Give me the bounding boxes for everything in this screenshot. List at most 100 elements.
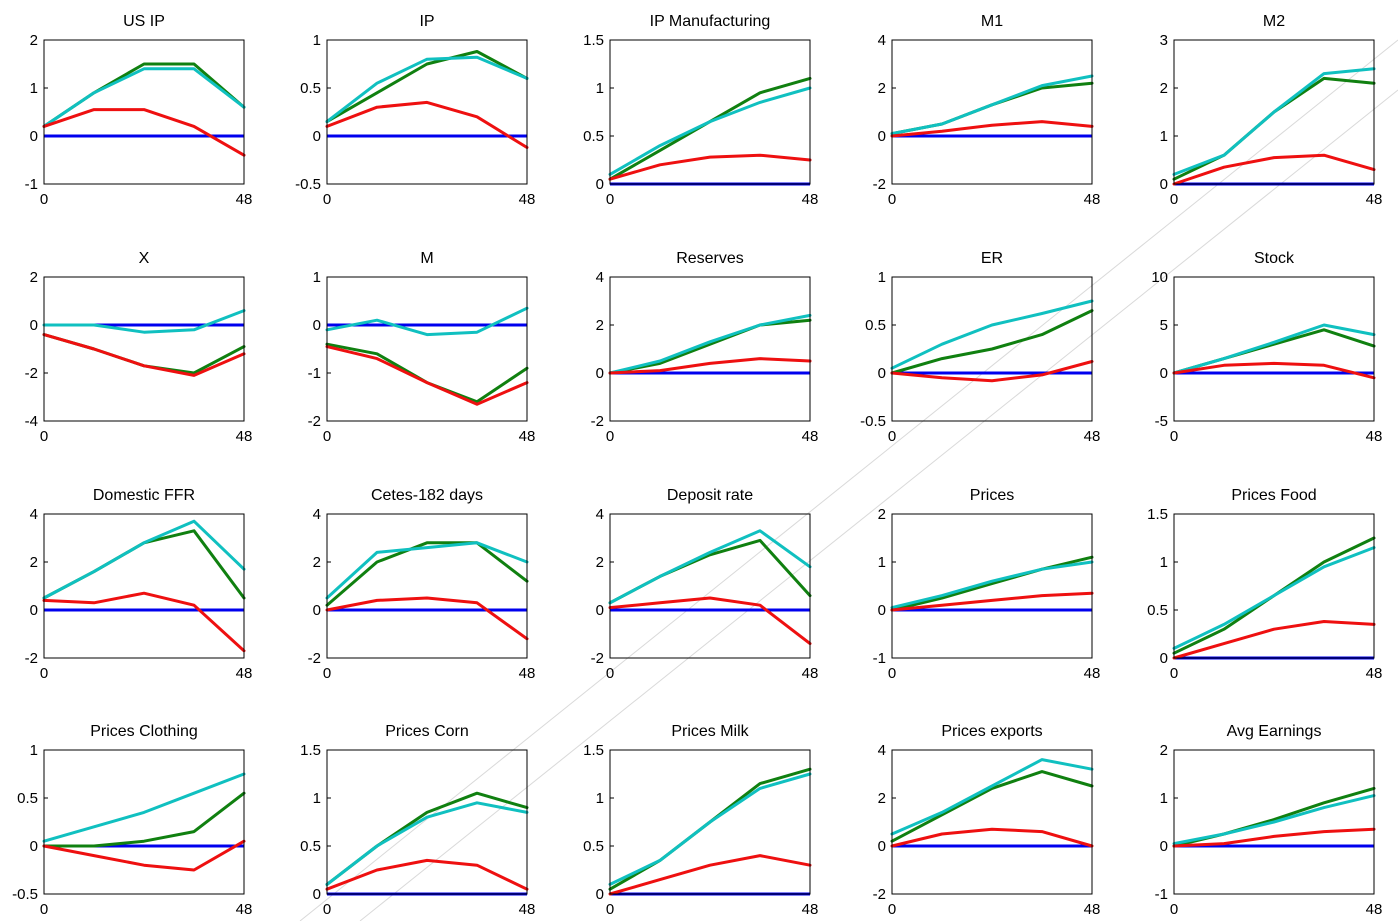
y-tick-label: 4 <box>596 506 604 523</box>
y-tick-label: 0 <box>313 128 321 145</box>
y-tick-label: -1 <box>1155 886 1168 903</box>
y-tick-label: 0 <box>878 365 886 382</box>
y-tick-label: 2 <box>313 554 321 571</box>
y-tick-label: 1.5 <box>1147 506 1168 523</box>
x-tick-label: 0 <box>606 665 614 682</box>
y-tick-label: 1 <box>1160 790 1168 807</box>
y-tick-label: 1 <box>596 80 604 97</box>
y-tick-label: 4 <box>878 32 886 49</box>
chart-title: M2 <box>1263 13 1285 30</box>
series-line-cyan <box>1172 794 1376 846</box>
plot-frame <box>1173 276 1375 422</box>
x-tick-label: 0 <box>323 428 331 445</box>
y-tick-label: 0.5 <box>300 838 321 855</box>
chart-title: M1 <box>981 13 1003 30</box>
series-line-red <box>1172 827 1376 848</box>
y-tick-label: 0 <box>596 176 604 193</box>
chart-title: Cetes-182 days <box>371 487 483 504</box>
series-line-cyan <box>608 529 812 605</box>
x-tick-label: 0 <box>1170 665 1178 682</box>
y-tick-label: 0.5 <box>865 317 886 334</box>
series-line-red <box>1172 620 1376 660</box>
chart-title: X <box>139 250 150 267</box>
series-line-red <box>608 854 812 896</box>
plot-frame <box>609 276 811 422</box>
chart-panel: X -4 -2 0 2 0 48 <box>25 250 253 445</box>
y-tick-label: -2 <box>308 413 321 430</box>
chart-panel: Prices Corn 0 0.5 1 1.5 0 48 <box>300 723 535 918</box>
x-tick-label: 0 <box>888 901 896 918</box>
series-line-red <box>1172 153 1376 186</box>
y-tick-label: 1 <box>313 269 321 286</box>
y-tick-label: 0.5 <box>583 128 604 145</box>
series-line-cyan <box>42 772 246 843</box>
y-tick-label: 0 <box>596 602 604 619</box>
watermark <box>299 39 1398 921</box>
x-tick-label: 0 <box>40 428 48 445</box>
y-tick-label: 0 <box>1160 176 1168 193</box>
plot-frame <box>326 513 528 659</box>
x-tick-label: 48 <box>1366 665 1383 682</box>
chart-title: Domestic FFR <box>93 487 195 504</box>
y-tick-label: -1 <box>25 176 38 193</box>
x-tick-label: 48 <box>802 191 819 208</box>
y-tick-label: 1.5 <box>583 742 604 759</box>
series-line-green <box>325 50 529 124</box>
series-line-red <box>890 827 1094 848</box>
series-line-red <box>325 596 529 641</box>
plot-frame <box>609 39 811 185</box>
y-tick-label: 0 <box>878 838 886 855</box>
series-line-red <box>325 345 529 406</box>
x-tick-label: 0 <box>1170 191 1178 208</box>
chart-title: ER <box>981 250 1003 267</box>
y-tick-label: 1.5 <box>583 32 604 49</box>
y-tick-label: -2 <box>308 650 321 667</box>
series-line-red <box>42 108 246 157</box>
series-line-cyan <box>42 519 246 600</box>
x-tick-label: 0 <box>323 191 331 208</box>
y-tick-label: 0 <box>596 886 604 903</box>
y-tick-label: 2 <box>596 554 604 571</box>
chart-title: Reserves <box>676 250 744 267</box>
chart-title: US IP <box>123 13 165 30</box>
chart-panel: M -2 -1 0 1 0 48 <box>308 250 536 445</box>
series-line-cyan <box>890 299 1094 370</box>
plot-frame <box>43 513 245 659</box>
x-tick-label: 0 <box>1170 901 1178 918</box>
series-line-red <box>608 596 812 646</box>
x-tick-label: 0 <box>888 665 896 682</box>
y-tick-label: 0 <box>30 602 38 619</box>
series-line-cyan <box>42 67 246 128</box>
y-tick-label: -5 <box>1155 413 1168 430</box>
y-tick-label: 1 <box>596 790 604 807</box>
x-tick-label: 48 <box>519 901 536 918</box>
x-tick-label: 48 <box>802 665 819 682</box>
x-tick-label: 48 <box>236 901 253 918</box>
series-line-green <box>608 318 812 375</box>
y-tick-label: 4 <box>313 506 321 523</box>
series-line-cyan <box>890 560 1094 610</box>
y-tick-label: 0 <box>30 317 38 334</box>
y-tick-label: 0 <box>30 838 38 855</box>
series-line-green <box>325 541 529 607</box>
x-tick-label: 48 <box>802 901 819 918</box>
chart-title: M <box>420 250 433 267</box>
plot-frame <box>326 39 528 185</box>
chart-panel: IP Manufacturing 0 0.5 1 1.5 0 48 <box>583 13 818 208</box>
series-line-cyan <box>325 306 529 337</box>
series-line-red <box>325 858 529 891</box>
series-line-red <box>890 591 1094 612</box>
series-line-cyan <box>608 313 812 375</box>
chart-panel: Prices Milk 0 0.5 1 1.5 0 48 <box>583 723 818 918</box>
y-tick-label: 0 <box>596 365 604 382</box>
chart-title: Deposit rate <box>667 487 753 504</box>
y-tick-label: 2 <box>596 317 604 334</box>
x-tick-label: 48 <box>1366 191 1383 208</box>
y-tick-label: 1.5 <box>300 742 321 759</box>
chart-title: IP <box>419 13 434 30</box>
